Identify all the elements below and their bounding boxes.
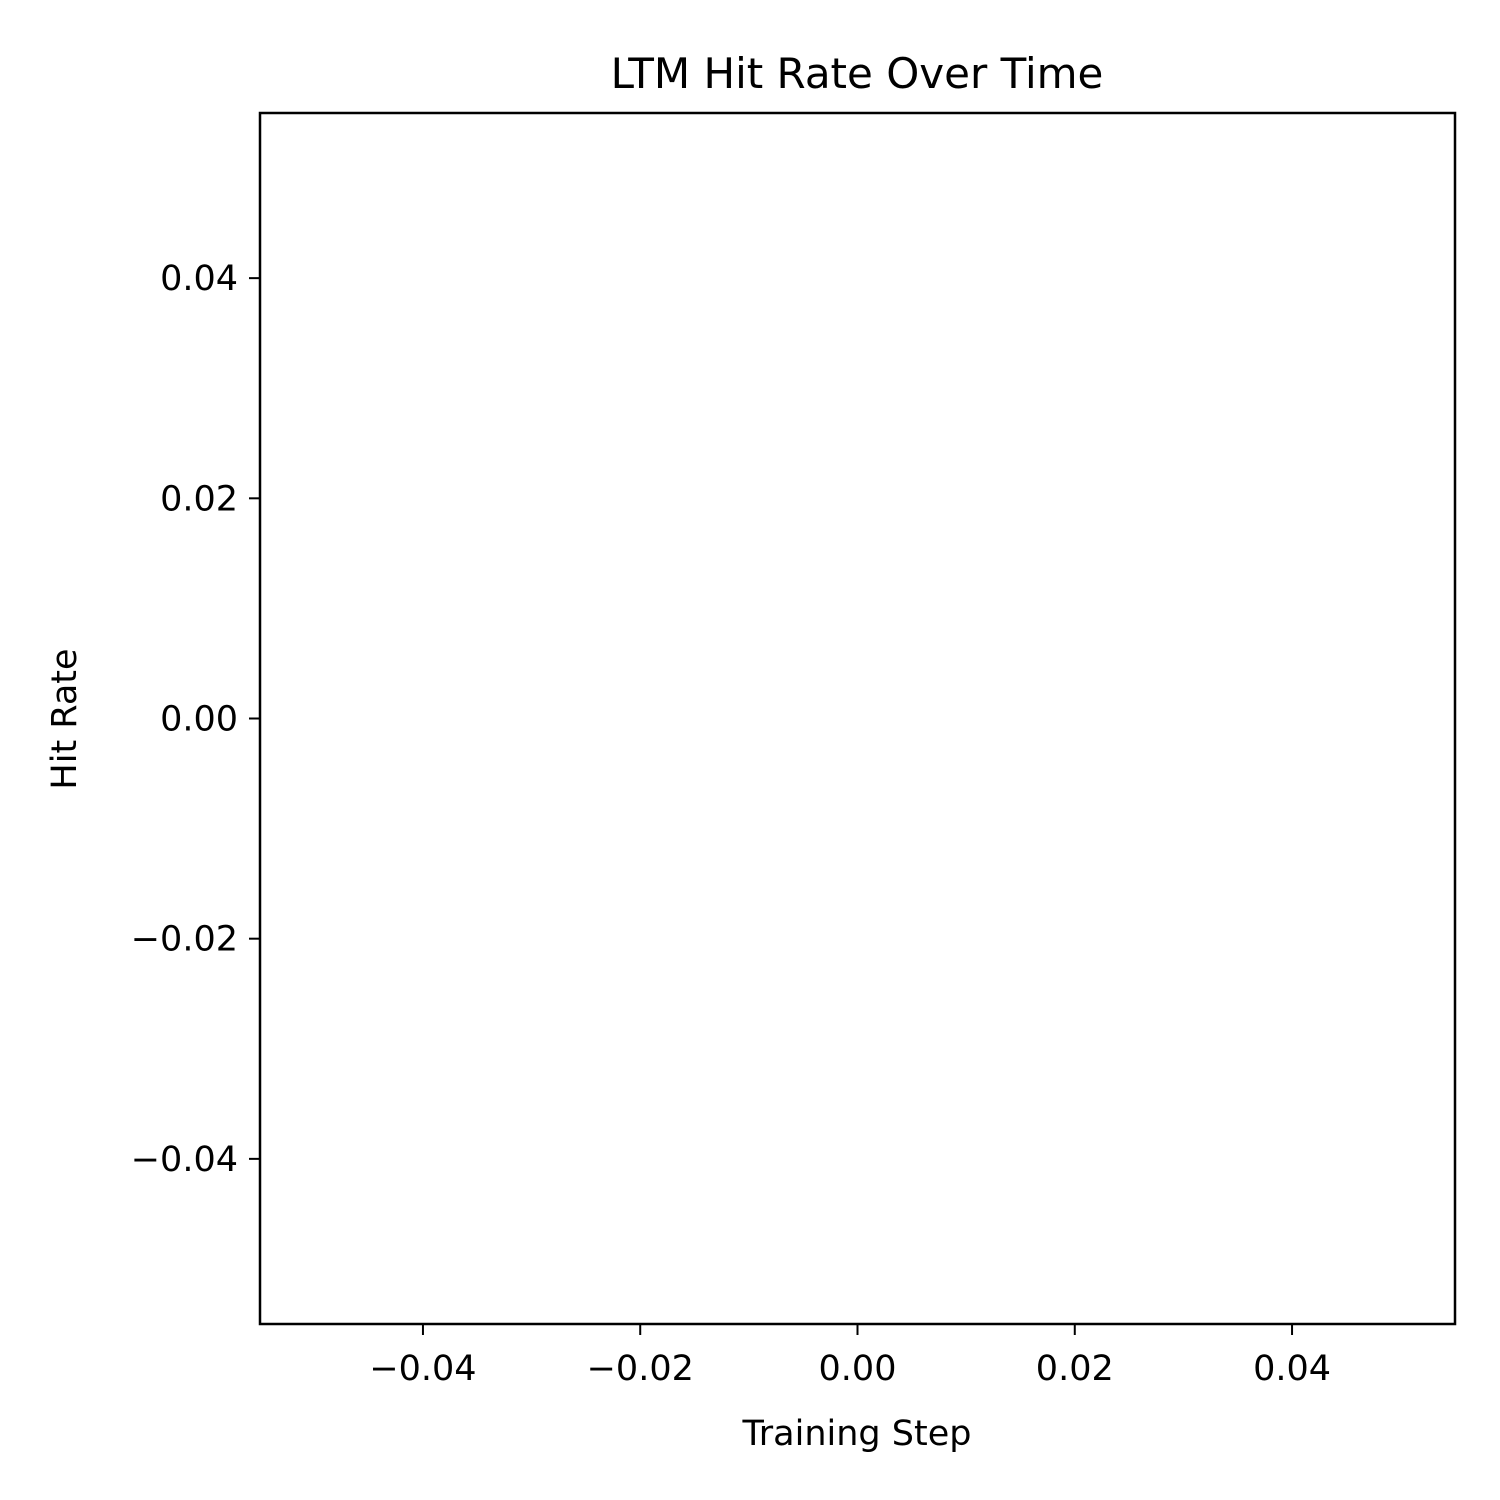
x-tick-label: 0.02	[1036, 1349, 1114, 1389]
x-tick-label: −0.02	[587, 1349, 694, 1389]
y-tick-label: −0.02	[131, 920, 238, 960]
y-tick-label: 0.00	[160, 700, 238, 740]
y-axis-ticks: −0.04 −0.02 0.00 0.02 0.04	[131, 259, 260, 1180]
y-tick-label: −0.04	[131, 1140, 238, 1180]
x-axis-label: Training Step	[742, 1414, 972, 1454]
x-tick-label: 0.00	[819, 1349, 897, 1389]
axes-frame	[258, 111, 1457, 1326]
y-tick-label: 0.02	[160, 479, 238, 519]
x-tick-label: −0.04	[369, 1349, 476, 1389]
y-axis-label: Hit Rate	[45, 648, 85, 789]
x-axis-ticks: −0.04 −0.02 0.00 0.02 0.04	[369, 1324, 1331, 1389]
chart-title: LTM Hit Rate Over Time	[611, 49, 1104, 98]
y-tick-label: 0.04	[160, 259, 238, 299]
x-tick-label: 0.04	[1253, 1349, 1331, 1389]
